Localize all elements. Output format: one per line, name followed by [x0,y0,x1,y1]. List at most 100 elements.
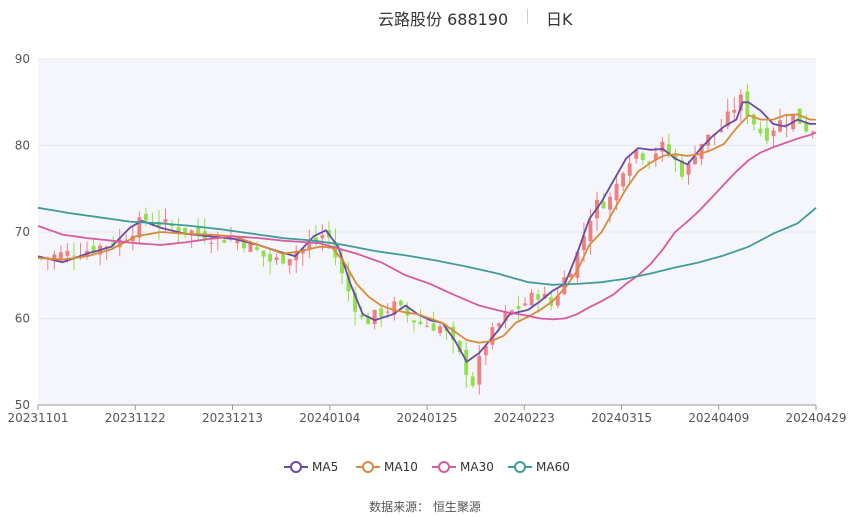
candle-body [536,294,541,300]
candle-body [104,246,109,248]
candle-body [248,242,253,253]
candle-body [333,241,338,258]
candle-body [483,345,488,356]
candle-body [608,196,613,210]
x-tick-label: 20240409 [688,411,749,425]
candle-body [261,250,266,257]
chart-header: 云路股份 688190 日K [0,6,850,29]
x-tick-label: 20240223 [494,411,555,425]
candle-body [340,258,344,274]
candle-body [438,326,443,334]
legend: MA5 MA10 MA30 MA60 [0,458,850,478]
candle-body [58,252,63,259]
candle-body [431,323,436,331]
candle-body [575,251,580,278]
candle-body [719,129,724,132]
candle-body [346,273,351,292]
candle-body [241,241,246,249]
candle-body [209,242,214,244]
candle-body [725,111,730,127]
legend-marker-icon [508,461,532,473]
candle-body [274,257,279,261]
candle-body [411,320,416,323]
candle-body [470,376,475,386]
legend-marker-icon [284,461,308,473]
candle-body [680,160,684,177]
candle-body [451,326,456,341]
candle-body [189,230,194,234]
candle-body [732,109,737,113]
candle-body [222,239,227,243]
candle-body [71,255,76,257]
x-tick-label: 20231122 [105,411,166,425]
candle-body [287,259,292,266]
candle-body [353,292,358,312]
series-line-ma60 [37,206,817,286]
candle-body [510,310,514,314]
candle-body [91,245,96,253]
candle-body [653,153,658,160]
candle-body [385,311,390,313]
candle-body [627,163,632,176]
candle-body [379,308,384,317]
candle-body [320,235,325,239]
legend-label: MA60 [536,460,570,474]
y-tick-label: 90 [15,52,30,66]
candle-body [307,242,312,249]
candle-body [405,307,410,316]
x-tick-label: 20240104 [299,411,360,425]
candle-body [503,312,508,321]
candle-body [516,306,521,310]
series-line-ma10 [37,113,816,344]
candle-body [601,201,606,209]
candle-body [268,254,273,262]
candle-body [143,213,148,221]
candle-body [65,250,70,256]
series-line-ma5 [37,101,816,363]
candle-body [738,94,743,111]
legend-marker-icon [356,461,380,473]
candle-body [647,161,652,164]
candle-body [568,273,573,278]
candle-body [372,309,377,325]
candle-body [281,253,286,264]
x-tick-label: 20231101 [7,411,68,425]
candle-body [313,237,318,241]
legend-item-ma60[interactable]: MA60 [508,458,570,476]
candle-body [666,144,671,155]
candle-body [699,143,704,159]
y-axis: 50 60 70 80 90 [15,52,30,412]
candle-body [52,254,57,259]
candle-body [660,141,665,152]
title-divider [527,9,528,24]
candle-body [529,292,534,306]
x-axis: 20231101 20231122 20231213 20240104 20240125… [7,404,847,425]
data-source: 数据来源： 恒生聚源 [369,500,481,514]
y-tick-label: 60 [15,312,30,326]
candle-body [176,227,181,233]
moving-average-lines [37,101,817,363]
candle-body [693,156,698,165]
candle-body [496,323,501,327]
candle-body [614,183,619,201]
legend-item-ma5[interactable]: MA5 [284,458,338,476]
legend-item-ma10[interactable]: MA10 [356,458,418,476]
candle-body [117,239,122,248]
candle-body [804,122,809,132]
y-tick-label: 80 [15,139,30,153]
candle-body [771,130,776,137]
candle-body [477,355,482,385]
candle-body [784,124,789,126]
candle-body [634,149,639,159]
series-line-ma30 [37,131,817,321]
legend-label: MA10 [384,460,418,474]
candle-body [359,315,364,318]
x-tick-label: 20231213 [202,411,263,425]
legend-marker-icon [432,461,456,473]
candle-body [183,227,188,234]
candle-body [457,340,462,353]
candle-body [255,247,259,250]
candle-body [542,293,547,299]
candle-body [562,277,567,295]
legend-item-ma30[interactable]: MA30 [432,458,494,476]
